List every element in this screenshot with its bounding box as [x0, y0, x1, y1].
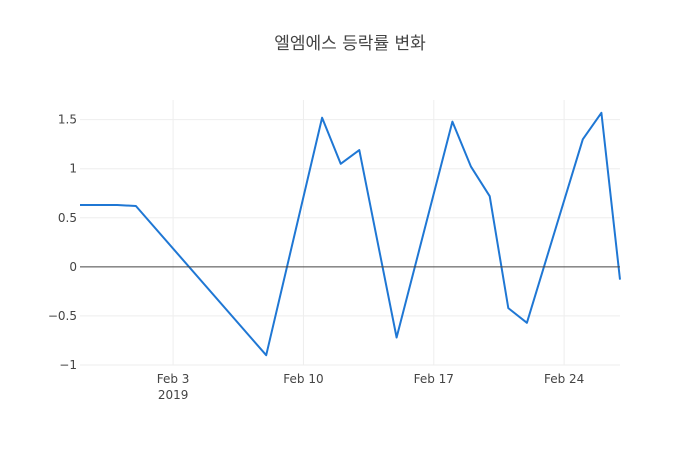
chart-title: 엘엠에스 등락률 변화 [274, 34, 426, 54]
grid-layer [80, 100, 620, 366]
x-tick-label: Feb 10 [283, 372, 323, 386]
y-tick-label: 0 [69, 260, 77, 274]
axis-layer: Feb 3 2019 Feb 10 Feb 17 Feb 24 −1 −0.5 0 0.5 1 1.… [48, 113, 620, 402]
x-tick-label: Feb 3 [157, 372, 190, 386]
y-tick-label: 1 [69, 162, 77, 176]
y-tick-label: −1 [59, 358, 77, 372]
x-tick-sublabel: 2019 [158, 388, 189, 402]
y-tick-label: 0.5 [58, 211, 77, 225]
series-layer [80, 111, 621, 357]
series-line [80, 111, 621, 357]
x-tick-label: Feb 24 [544, 372, 584, 386]
y-tick-label: 1.5 [58, 113, 77, 127]
y-tick-label: −0.5 [48, 309, 77, 323]
x-tick-label: Feb 17 [414, 372, 454, 386]
